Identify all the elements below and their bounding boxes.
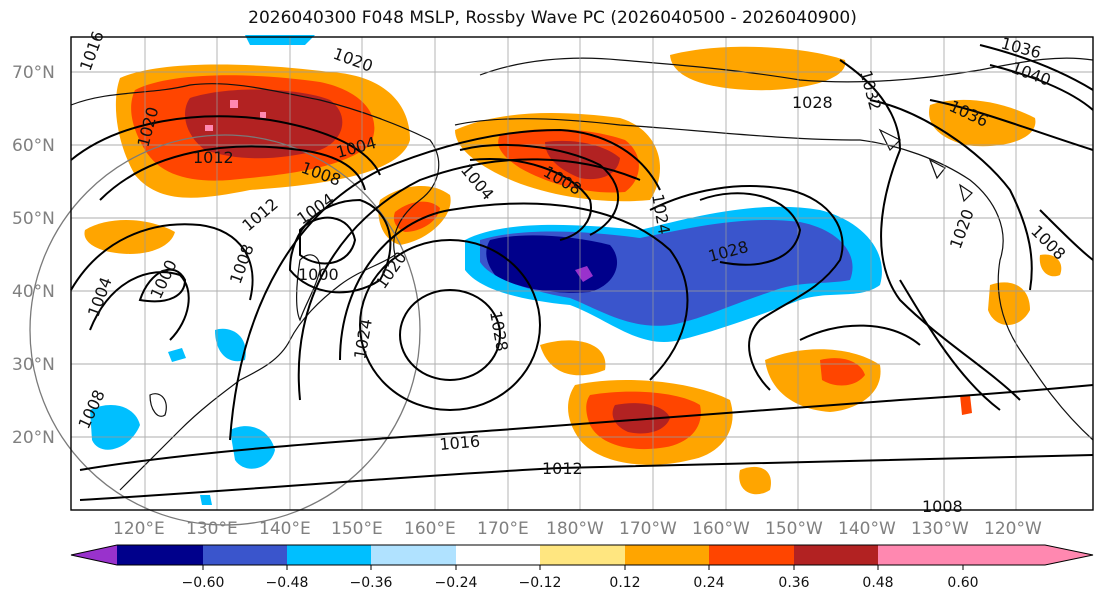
lon-label: 160°E: [404, 519, 456, 539]
lon-label: 150°E: [331, 519, 383, 539]
lon-label: 130°W: [911, 519, 969, 539]
colorbar-tick: −0.24: [435, 575, 478, 591]
isobars: [70, 44, 1094, 501]
colorbar-max-extend: [963, 545, 1093, 565]
lon-label: 140°E: [259, 519, 311, 539]
map-title: 2026040300 F048 MSLP, Rossby Wave PC (20…: [248, 8, 857, 28]
colorbar-swatch: [540, 545, 625, 565]
colorbar-tick: 0.12: [609, 575, 640, 591]
isobar-label: 1008: [922, 497, 963, 516]
lon-label: 170°W: [619, 519, 677, 539]
colorbar-swatch: [371, 545, 456, 565]
reference-circle: [29, 134, 421, 526]
colorbar-swatch: [287, 545, 371, 565]
lat-label-30n: 30°N: [12, 355, 55, 375]
lon-label: 120°W: [984, 519, 1042, 539]
lon-label: 180°W: [546, 519, 604, 539]
isobar-label: 1000: [298, 265, 339, 284]
colorbar-swatch: [117, 545, 203, 565]
lat-label-40n: 40°N: [12, 282, 55, 302]
map-frame: [70, 36, 1094, 511]
colorbar-swatch: [794, 545, 878, 565]
colorbar-tick: 0.48: [862, 575, 893, 591]
colorbar-swatch: [203, 545, 287, 565]
lon-label: 120°E: [113, 519, 165, 539]
colorbar-tick: 0.24: [693, 575, 724, 591]
isobar-label: 1012: [193, 148, 234, 167]
colorbar-swatch: [625, 545, 709, 565]
isobar-label: 1012: [542, 459, 583, 478]
colorbar-tick: −0.36: [350, 575, 393, 591]
latitude-labels: 70°N 60°N 50°N 40°N 30°N 20°N: [12, 63, 55, 448]
lat-label-60n: 60°N: [12, 136, 55, 156]
lon-label: 140°W: [838, 519, 896, 539]
colorbar-swatch: [709, 545, 794, 565]
lon-label: 150°W: [765, 519, 823, 539]
lon-label: 160°W: [692, 519, 750, 539]
longitude-labels: 120°E 130°E 140°E 150°E 160°E 170°E 180°…: [113, 519, 1042, 539]
colorbar: −0.60 −0.48 −0.36 −0.24 −0.12 0.12 0.24 …: [70, 544, 1094, 591]
colorbar-min-extend: [71, 545, 117, 565]
colorbar-outline: [70, 544, 1094, 566]
colorbar-swatch: [878, 545, 963, 565]
isobar-label: 1028: [792, 93, 833, 112]
colorbar-tick: −0.60: [182, 575, 225, 591]
gridlines: [71, 37, 1093, 510]
colorbar-swatch: [456, 545, 540, 565]
isobar-label: 1016: [439, 432, 481, 454]
colorbar-tick: 0.60: [947, 575, 978, 591]
lon-label: 130°E: [186, 519, 238, 539]
lon-label: 170°E: [477, 519, 529, 539]
lat-label-70n: 70°N: [12, 63, 55, 83]
lat-label-50n: 50°N: [12, 209, 55, 229]
colorbar-tick: −0.12: [519, 575, 562, 591]
map-panel: 1016 1020 1036 1040 1032 1028 1020 1012 …: [29, 29, 1094, 526]
colorbar-tick: 0.36: [778, 575, 809, 591]
colorbar-tick: −0.48: [266, 575, 309, 591]
lat-label-20n: 20°N: [12, 428, 55, 448]
